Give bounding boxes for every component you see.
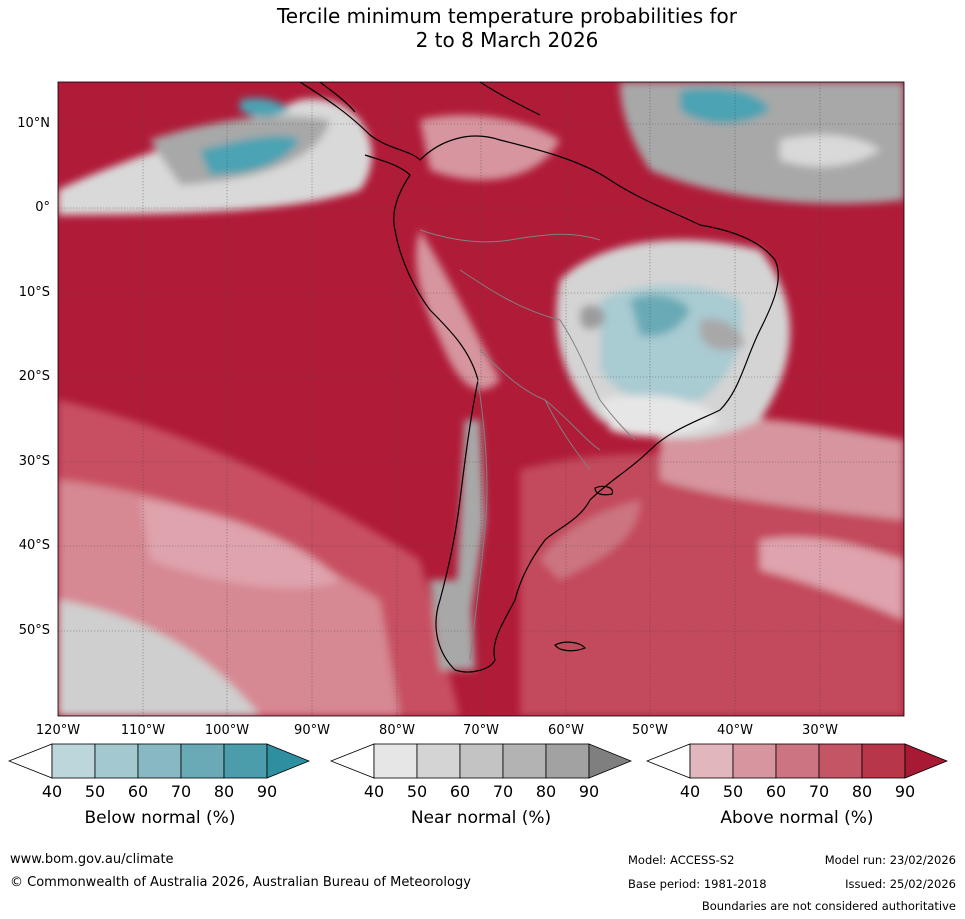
lon-label-120w: 120°W: [35, 723, 81, 738]
above-tick-80: 80: [851, 782, 873, 801]
near-southwest: [58, 600, 260, 716]
near-light-north-atlantic: [780, 134, 880, 167]
coastline: [299, 82, 779, 673]
below-tick-70: 70: [170, 782, 192, 801]
near-dark-brazil-2: [580, 304, 605, 330]
lon-label-100w: 100°W: [204, 723, 250, 738]
near-dark-brazil: [700, 318, 745, 351]
above-light-southeast: [660, 417, 904, 520]
near-andes: [455, 420, 485, 620]
above-colorbar-cells: [646, 743, 948, 779]
probability-map: [57, 81, 905, 717]
base-period-text: Base period: 1981-2018: [628, 877, 767, 891]
above-tick-40: 40: [679, 782, 701, 801]
near-tick-40: 40: [363, 782, 385, 801]
above-tick-60: 60: [765, 782, 787, 801]
lon-label-60w: 60°W: [548, 723, 584, 738]
lat-label-50s: 50°S: [18, 623, 50, 638]
website-link[interactable]: www.bom.gov.au/climate: [10, 852, 174, 867]
near-tick-70: 70: [492, 782, 514, 801]
map-frame: [57, 81, 905, 717]
below-north-atlantic: [680, 88, 770, 124]
lon-label-80w: 80°W: [379, 723, 415, 738]
below-north-pacific-2: [240, 98, 290, 117]
lat-label-30s: 30°S: [18, 454, 50, 469]
below-tick-60: 60: [127, 782, 149, 801]
below-normal-colorbar: [8, 743, 310, 779]
lon-label-50w: 50°W: [632, 723, 668, 738]
above-tick-50: 50: [722, 782, 744, 801]
map-field: [58, 82, 904, 716]
title-line-2: 2 to 8 March 2026: [415, 28, 599, 52]
below-tick-50: 50: [84, 782, 106, 801]
lon-label-30w: 30°W: [802, 723, 838, 738]
above-normal-colorbar: [646, 743, 948, 779]
issued-text: Issued: 25/02/2026: [845, 877, 956, 891]
near-tick-80: 80: [535, 782, 557, 801]
above-light-andes: [416, 230, 500, 390]
model-text: Model: ACCESS-S2: [628, 853, 735, 867]
lat-label-20s: 20°S: [18, 369, 50, 384]
lon-label-110w: 110°W: [120, 723, 166, 738]
below-tick-40: 40: [41, 782, 63, 801]
near-tick-60: 60: [449, 782, 471, 801]
lon-label-70w: 70°W: [463, 723, 499, 738]
near-colorbar-cells: [330, 743, 632, 779]
above-lighter-southeast: [760, 537, 904, 620]
above-mid-argentina: [540, 500, 640, 580]
country-borders: [419, 229, 636, 661]
lat-label-0: 0°: [35, 200, 50, 215]
title-line-1: Tercile minimum temperature probabilitie…: [276, 4, 738, 28]
below-north-pacific: [200, 135, 300, 175]
above-tick-70: 70: [808, 782, 830, 801]
below-tick-90: 90: [256, 782, 278, 801]
above-lighter-southwest: [140, 500, 340, 589]
near-normal-colorbar: [330, 743, 632, 779]
copyright-text: © Commonwealth of Australia 2026, Austra…: [10, 875, 471, 890]
below-normal-title: Below normal (%): [84, 808, 236, 828]
lon-label-40w: 40°W: [717, 723, 753, 738]
below-tick-80: 80: [213, 782, 235, 801]
near-tick-90: 90: [578, 782, 600, 801]
above-light-caribbean: [420, 115, 560, 180]
near-light-south-brazil: [600, 395, 720, 437]
boundaries-disclaimer: Boundaries are not considered authoritat…: [701, 899, 956, 913]
chart-title: Tercile minimum temperature probabilitie…: [0, 4, 965, 52]
near-normal-title: Near normal (%): [410, 808, 552, 828]
lat-label-40s: 40°S: [18, 538, 50, 553]
near-tick-50: 50: [406, 782, 428, 801]
above-normal-title: Above normal (%): [720, 808, 874, 828]
lat-label-10s: 10°S: [18, 285, 50, 300]
below-brazil: [630, 294, 690, 337]
lon-label-90w: 90°W: [294, 723, 330, 738]
model-run-text: Model run: 23/02/2026: [824, 853, 956, 867]
lat-label-10n: 10°N: [17, 116, 50, 131]
above-tick-90: 90: [894, 782, 916, 801]
below-colorbar-cells: [8, 743, 310, 779]
gridlines: [58, 82, 904, 716]
near-patagonia: [430, 580, 475, 670]
